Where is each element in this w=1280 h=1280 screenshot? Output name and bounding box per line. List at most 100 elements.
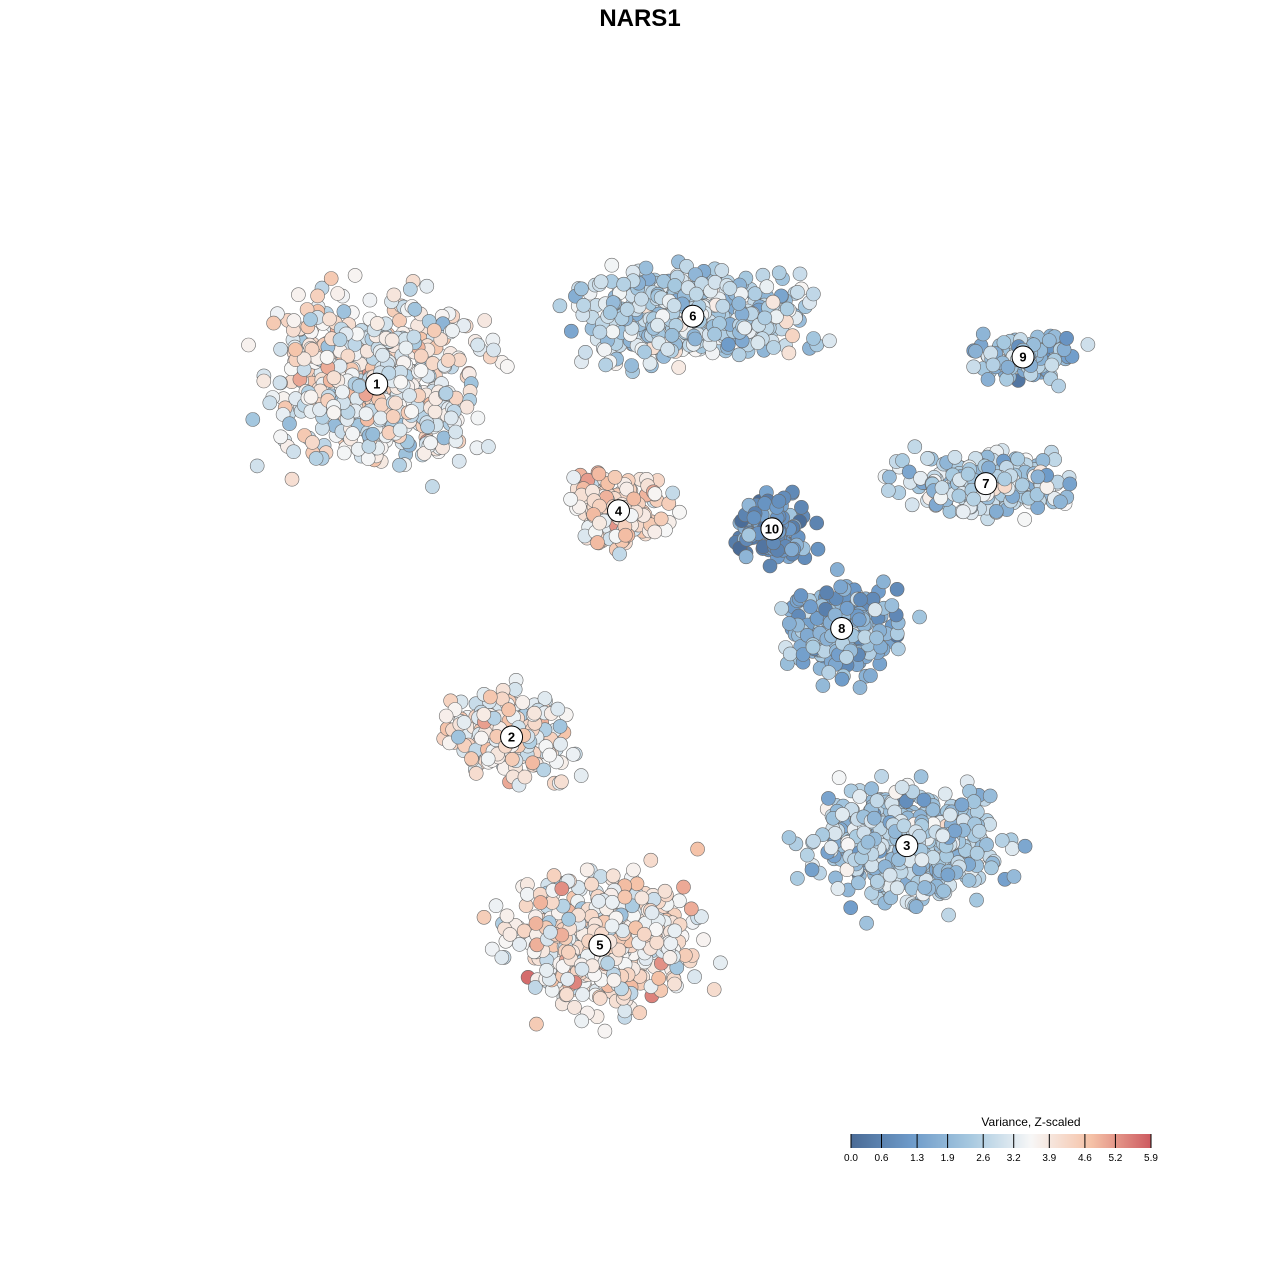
cell-point [340, 348, 356, 364]
cell-point [637, 344, 652, 360]
cell-point [427, 404, 443, 420]
cell-point [951, 488, 967, 504]
cell-point [520, 886, 535, 902]
cell-point [1051, 378, 1066, 394]
cell-point [975, 326, 991, 342]
cell-point [969, 845, 985, 861]
cell-point [660, 341, 676, 357]
cluster-label-badge [830, 616, 854, 640]
cell-point [657, 883, 673, 899]
cluster-label-badge [607, 499, 630, 523]
cell-point [597, 1023, 613, 1039]
cell-point [781, 830, 797, 845]
cell-point [889, 880, 905, 896]
cell-point [286, 313, 302, 328]
cell-point [790, 284, 805, 300]
cluster-label-text: 10 [765, 521, 779, 536]
cell-point [996, 335, 1012, 350]
cell-point [1053, 494, 1068, 510]
cell-point [288, 342, 303, 357]
cell-point [326, 370, 342, 386]
cell-point [651, 970, 667, 986]
cell-point [1059, 330, 1074, 346]
cell-point [527, 705, 542, 721]
cluster-label-badge [681, 304, 705, 328]
cell-point [804, 862, 820, 878]
cell-point [392, 457, 407, 473]
cell-point [553, 736, 568, 752]
cell-point [312, 402, 327, 417]
cell-point [305, 435, 320, 450]
cell-point [502, 927, 518, 942]
cell-point [829, 562, 845, 577]
cell-point [604, 918, 620, 934]
cluster-label-10: 10 [760, 517, 784, 541]
cell-point [1029, 487, 1045, 502]
cell-point [604, 257, 620, 273]
cell-point [624, 358, 639, 373]
cell-point [810, 541, 826, 557]
cell-point [860, 834, 876, 850]
cell-point [266, 315, 281, 331]
cell-point [1044, 357, 1060, 373]
cell-point [852, 789, 867, 804]
cell-point [256, 373, 272, 389]
cell-point [737, 320, 752, 336]
cell-point [672, 504, 687, 520]
cell-point [527, 980, 543, 995]
cell-point [666, 298, 682, 313]
chart-title: NARS1 [599, 5, 680, 32]
cluster-label-9: 9 [1011, 345, 1035, 369]
cell-point [573, 768, 589, 783]
cell-point [617, 1003, 633, 1019]
cell-point [1017, 512, 1032, 527]
cell-point [966, 491, 981, 507]
cell-point [827, 826, 843, 841]
cell-point [667, 923, 683, 939]
cell-point [602, 305, 618, 320]
cell-point [552, 298, 568, 314]
cell-point [815, 678, 831, 693]
cell-point [779, 301, 795, 317]
cell-point [402, 388, 417, 403]
cell-point [912, 609, 927, 625]
cell-point [988, 504, 1004, 519]
legend-tick-label: 5.2 [1108, 1153, 1122, 1164]
cell-point [671, 360, 687, 375]
legend-tick-label: 5.9 [1144, 1153, 1158, 1164]
cell-point [853, 592, 868, 607]
cell-point [867, 602, 883, 618]
cell-point [895, 453, 910, 468]
cluster-label-text: 2 [508, 730, 515, 745]
cell-point [792, 266, 808, 282]
cluster-label-4: 4 [607, 499, 630, 523]
cell-point [781, 616, 797, 631]
cell-point [738, 549, 754, 565]
cell-point [942, 807, 958, 823]
cell-point [488, 898, 504, 914]
legend-tick-label: 3.2 [1007, 1153, 1021, 1164]
cell-point [575, 987, 590, 1002]
cell-point [947, 449, 963, 465]
cell-point [954, 797, 970, 813]
cell-point [1006, 869, 1022, 884]
cell-point [731, 296, 747, 311]
cell-point [650, 317, 665, 333]
cell-point [741, 527, 757, 543]
cell-point [476, 909, 492, 925]
legend-tick-label: 1.3 [910, 1153, 924, 1164]
legend-colorbar [851, 1134, 1151, 1148]
cell-point [638, 260, 654, 276]
cell-point [821, 791, 836, 806]
cell-point [908, 899, 924, 915]
cell-point [690, 841, 705, 857]
cluster-label-7: 7 [974, 472, 998, 496]
cell-point [560, 971, 575, 987]
cell-point [805, 639, 821, 655]
cell-point [296, 351, 312, 367]
cell-point [889, 581, 905, 597]
cell-point [766, 340, 781, 355]
cell-point [516, 923, 532, 939]
cell-point [985, 357, 1001, 373]
